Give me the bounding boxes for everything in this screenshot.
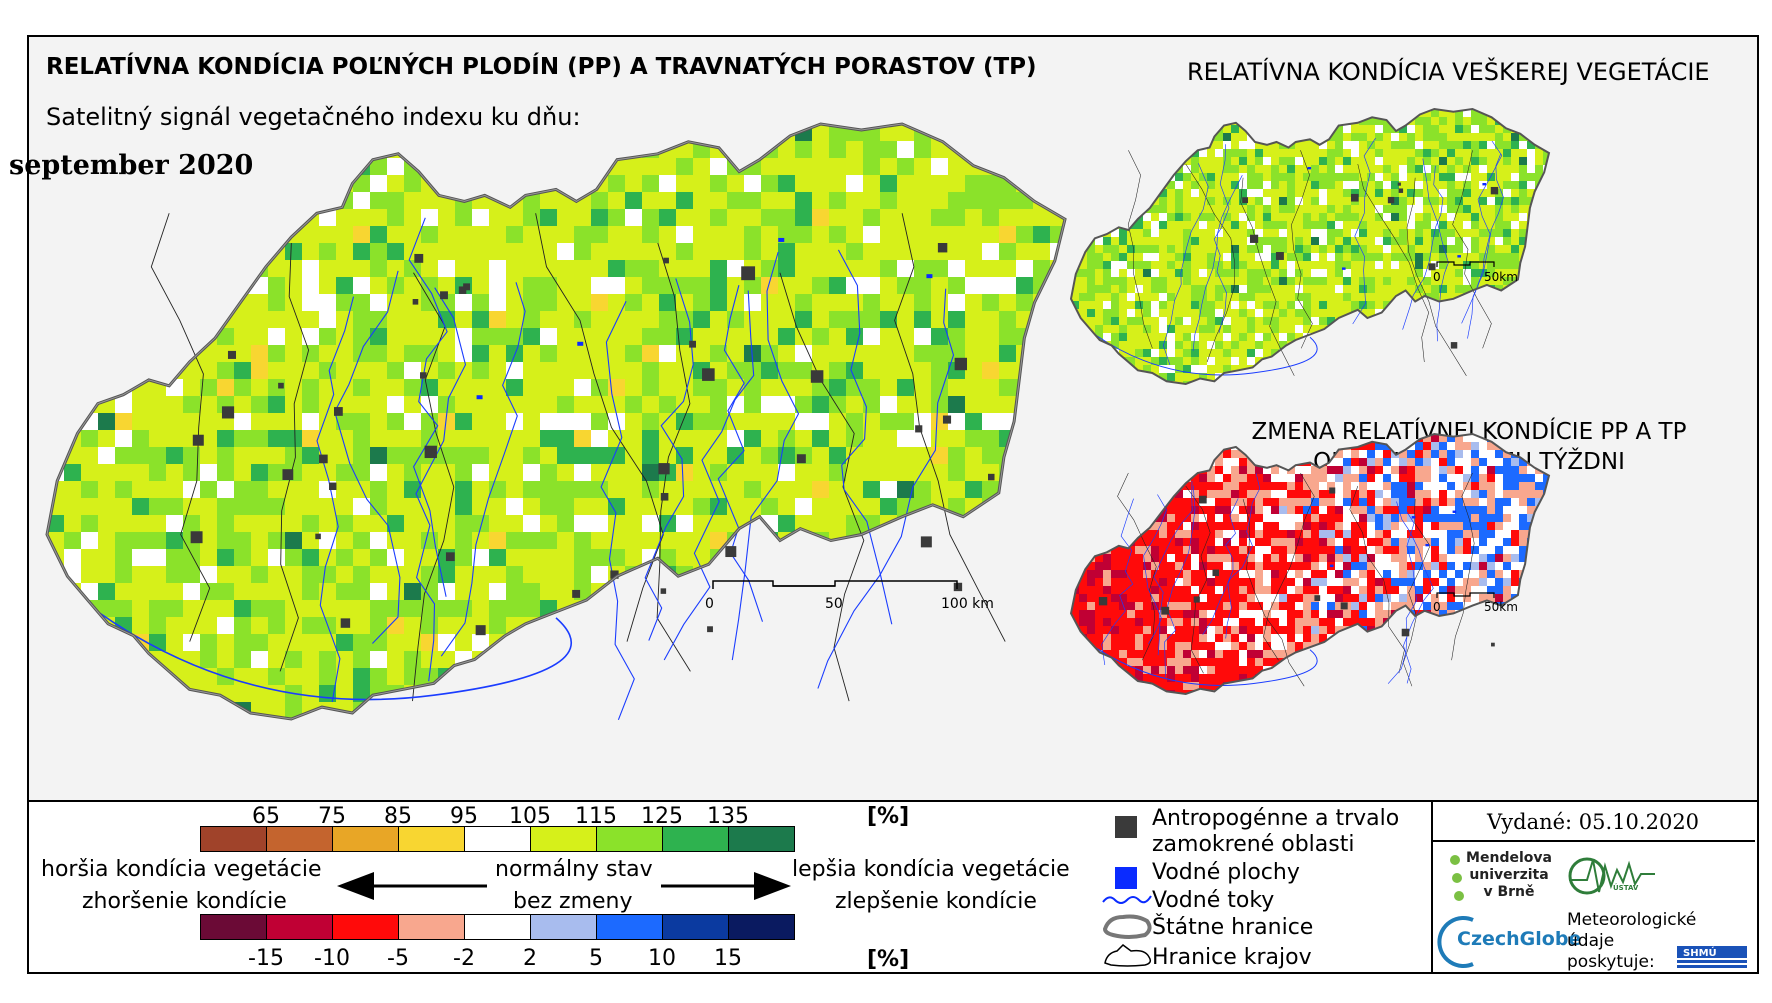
small-bottom-scale-tick-0: 0	[1433, 600, 1441, 614]
normal-state-label: normálny stav	[495, 857, 653, 882]
condition-scale-tick: 105	[509, 804, 551, 829]
water-stream-label: Vodné toky	[1152, 888, 1275, 913]
condition-scale-tick: 135	[707, 804, 749, 829]
left-arrow-icon	[337, 872, 487, 900]
small-bottom-scale-tick-50: 50km	[1484, 600, 1518, 614]
czechglobe-logo-text: CzechGlobe	[1457, 928, 1582, 950]
condition-bar-segment	[728, 826, 795, 852]
issued-date: Vydané: 05.10.2020	[1431, 802, 1755, 842]
change-scale-tick: 10	[648, 946, 676, 971]
svg-text:SHMÚ: SHMÚ	[1683, 946, 1717, 959]
change-bar-segment	[266, 914, 333, 940]
main-condition-map	[45, 107, 1551, 721]
condition-bar-segment	[332, 826, 399, 852]
small-top-scale-tick-50: 50km	[1484, 270, 1518, 284]
worse-change-label: zhoršenie kondície	[82, 889, 287, 914]
water-area-swatch	[1115, 867, 1137, 889]
mendel-dots-icon	[1450, 855, 1464, 901]
worse-condition-label: horšia kondícia vegetácie	[41, 857, 322, 882]
condition-bar-segment	[596, 826, 663, 852]
change-scale-unit: [%]	[867, 947, 910, 972]
meteo-provider-label: Meteorologické údaje poskytuje:	[1567, 910, 1697, 972]
condition-scale-tick: 115	[575, 804, 617, 829]
change-scale-tick: 5	[589, 946, 603, 971]
condition-bar-segment	[398, 826, 465, 852]
change-bar-segment	[662, 914, 729, 940]
change-scale-tick: 2	[523, 946, 537, 971]
anthropogenic-label: Antropogénne a trvalo zamokrené oblasti	[1152, 806, 1400, 857]
vegetation-map-raster	[1071, 109, 1549, 384]
main-scale-tick-50: 50	[825, 596, 843, 612]
better-condition-label: lepšia kondícia vegetácie	[792, 857, 1070, 882]
no-change-label: bez zmeny	[513, 889, 633, 914]
change-bar-segment	[464, 914, 531, 940]
better-change-label: zlepšenie kondície	[835, 889, 1037, 914]
change-bar-segment	[728, 914, 795, 940]
main-map-raster	[47, 124, 1065, 719]
condition-scale-tick: 75	[318, 804, 346, 829]
shmu-logo-icon: SHMÚ	[1677, 946, 1747, 968]
condition-bar-segment	[200, 826, 267, 852]
condition-scale-tick: 95	[450, 804, 478, 829]
change-bar-segment	[596, 914, 663, 940]
change-map-border	[1069, 432, 1551, 696]
issued-box	[1431, 802, 1757, 974]
small-top-scale-tick-0: 0	[1433, 270, 1441, 284]
vegetation-map-title: RELATÍVNA KONDÍCIA VEŠKEREJ VEGETÁCIE	[1187, 58, 1710, 86]
condition-scale-tick: 125	[641, 804, 683, 829]
water-area-label: Vodné plochy	[1152, 860, 1300, 885]
map-area: RELATÍVNA KONDÍCIA POĽNÝCH PLODÍN (PP) A…	[9, 37, 1757, 800]
change-scale-tick: -15	[248, 946, 284, 971]
condition-bar-segment	[464, 826, 531, 852]
svg-text:ÚSTAV: ÚSTAV	[1613, 883, 1639, 892]
change-scale-tick: -5	[387, 946, 409, 971]
change-bar-segment	[332, 914, 399, 940]
main-title: RELATÍVNA KONDÍCIA POĽNÝCH PLODÍN (PP) A…	[46, 54, 1037, 80]
condition-scale-tick: 85	[384, 804, 412, 829]
change-bar-segment	[200, 914, 267, 940]
state-border-icon	[1102, 914, 1152, 939]
main-scale-tick-100: 100 km	[941, 596, 994, 612]
condition-bar-segment	[266, 826, 333, 852]
main-scale-tick-0: 0	[705, 596, 714, 612]
vegetation-map-border	[1069, 107, 1551, 386]
mendel-logo-text: Mendelova univerzita v Brně	[1466, 850, 1552, 900]
change-bar-segment	[398, 914, 465, 940]
change-scale-tick: -2	[453, 946, 475, 971]
main-map-overlay	[97, 213, 1006, 720]
czechglobe-logo-icon	[1437, 916, 1474, 968]
region-border-icon	[1104, 944, 1152, 967]
condition-scale-tick: 65	[252, 804, 280, 829]
change-bar-segment	[530, 914, 597, 940]
date-label: september 2020	[9, 150, 254, 181]
condition-bar-segment	[662, 826, 729, 852]
legend-arrows	[337, 872, 791, 900]
change-scale-tick: -10	[314, 946, 350, 971]
small-bottom-scalebar	[1436, 592, 1495, 598]
figure-frame: RELATÍVNA KONDÍCIA POĽNÝCH PLODÍN (PP) A…	[9, 35, 1759, 974]
region-border-label: Hranice krajov	[1152, 945, 1312, 970]
legend: [%] horšia kondícia vegetácie zhoršenie …	[29, 800, 1757, 974]
state-border-label: Štátne hranice	[1152, 915, 1314, 940]
condition-bar-segment	[530, 826, 597, 852]
condition-scale-unit: [%]	[867, 804, 910, 829]
right-arrow-icon	[661, 872, 791, 900]
subtitle: Satelitný signál vegetačného indexu ku d…	[46, 103, 581, 131]
water-stream-icon	[1102, 895, 1152, 904]
main-scalebar	[712, 580, 958, 589]
ustav-logo-icon: ÚSTAV	[1568, 857, 1655, 895]
small-top-scalebar	[1436, 261, 1495, 267]
anthropogenic-swatch	[1115, 816, 1137, 838]
change-scale-tick: 15	[714, 946, 742, 971]
